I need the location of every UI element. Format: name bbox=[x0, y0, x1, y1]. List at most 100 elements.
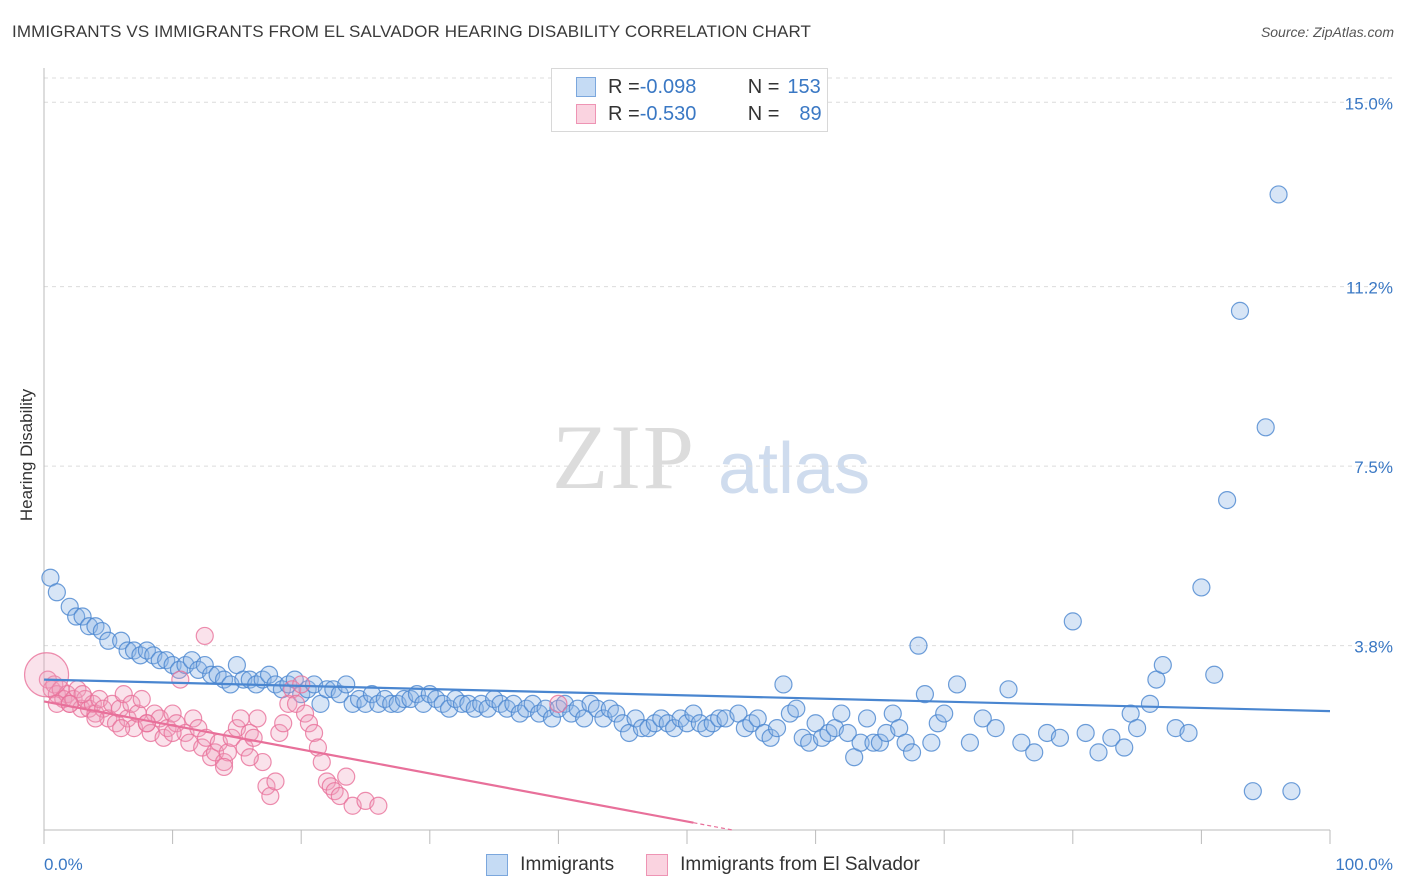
el-salvador-point bbox=[214, 757, 234, 777]
immigrants-point bbox=[909, 636, 928, 655]
immigrants-point bbox=[947, 675, 967, 694]
watermark-atlas: atlas bbox=[718, 429, 871, 509]
immigrants-point bbox=[710, 709, 729, 728]
immigrants-point bbox=[587, 699, 607, 718]
immigrants-point bbox=[857, 709, 877, 728]
chart-title: IMMIGRANTS VS IMMIGRANTS FROM EL SALVADO… bbox=[12, 22, 812, 41]
el-salvador-point bbox=[325, 782, 344, 801]
el-salvador-point bbox=[299, 714, 319, 733]
immigrants-point bbox=[999, 680, 1018, 699]
immigrants-point bbox=[838, 723, 857, 743]
el-salvador-point bbox=[214, 752, 234, 772]
el-salvador-point bbox=[154, 728, 173, 747]
r-value: -0.098 bbox=[639, 75, 697, 98]
el-salvador-point bbox=[549, 694, 568, 713]
immigrants-point bbox=[47, 583, 66, 602]
immigrants-point bbox=[1115, 738, 1134, 757]
series-legend: Immigrants Immigrants from El Salvador bbox=[0, 852, 1406, 878]
immigrants-point bbox=[1025, 743, 1044, 762]
el-salvador-point bbox=[274, 714, 293, 733]
el-salvador-point bbox=[330, 786, 349, 806]
immigrants-point bbox=[92, 621, 111, 641]
el-salvador-trendline bbox=[43, 700, 694, 824]
el-salvador-point bbox=[184, 709, 203, 728]
el-salvador-point bbox=[163, 704, 182, 723]
immigrants-point bbox=[60, 597, 79, 616]
immigrants-point bbox=[1269, 185, 1288, 204]
n-label: N = bbox=[747, 75, 780, 98]
el-salvador-point bbox=[270, 723, 289, 743]
immigrants-point bbox=[99, 631, 118, 650]
el-salvador-point bbox=[60, 694, 79, 713]
legend-swatch-el-salvador bbox=[646, 854, 669, 876]
el-salvador-point bbox=[248, 709, 267, 728]
el-salvador-point bbox=[171, 670, 190, 689]
legend-swatch-immigrants bbox=[486, 854, 509, 876]
immigrants-point bbox=[67, 607, 86, 626]
immigrants-point bbox=[1192, 578, 1211, 597]
immigrants-point bbox=[935, 704, 954, 723]
immigrants-point bbox=[259, 665, 279, 684]
immigrants-point bbox=[112, 631, 131, 650]
immigrants-point bbox=[1127, 719, 1147, 738]
r-label: R = bbox=[608, 102, 640, 125]
y-tick-label: 11.2% bbox=[1346, 279, 1393, 298]
immigrants-point bbox=[928, 714, 947, 733]
immigrants-point bbox=[195, 655, 214, 675]
el-salvador-point bbox=[304, 723, 324, 743]
legend-item-immigrants[interactable]: Immigrants bbox=[486, 854, 614, 876]
el-salvador-point bbox=[110, 699, 129, 718]
el-salvador-point bbox=[266, 772, 285, 791]
n-label: N = bbox=[747, 102, 780, 125]
el-salvador-point bbox=[337, 767, 356, 786]
immigrants-point bbox=[1063, 612, 1082, 631]
x-tick-label: 100.0% bbox=[1335, 855, 1393, 874]
y-tick-label: 15.0% bbox=[1345, 94, 1393, 113]
immigrants-point bbox=[774, 675, 793, 694]
el-salvador-point bbox=[86, 709, 105, 728]
immigrants-point bbox=[787, 699, 806, 718]
el-salvador-point bbox=[295, 704, 315, 723]
legend-row-el-salvador: R = -0.530 N = 89 bbox=[576, 102, 822, 126]
immigrants-point bbox=[922, 733, 941, 752]
source-note: Source: ZipAtlas.com bbox=[1260, 24, 1394, 40]
immigrants-point bbox=[1012, 733, 1031, 752]
n-value: 89 bbox=[799, 102, 822, 125]
immigrants-trendline bbox=[43, 678, 1331, 713]
immigrants-point bbox=[73, 607, 92, 626]
immigrants-point bbox=[1153, 655, 1172, 675]
immigrants-point bbox=[1089, 743, 1108, 762]
immigrants-point bbox=[902, 743, 922, 762]
r-label: R = bbox=[608, 75, 640, 98]
immigrants-point bbox=[626, 709, 645, 728]
immigrants-point bbox=[607, 704, 626, 723]
el-salvador-point bbox=[112, 719, 131, 738]
y-tick-label: 3.8% bbox=[1354, 638, 1393, 657]
immigrants-point bbox=[677, 714, 697, 733]
immigrants-point bbox=[896, 733, 915, 752]
immigrants-point bbox=[1218, 490, 1237, 510]
el-salvador-point bbox=[73, 685, 92, 704]
immigrants-point bbox=[1076, 723, 1095, 743]
immigrants-point bbox=[915, 685, 935, 704]
immigrants-point bbox=[337, 675, 356, 694]
legend-swatch-pink bbox=[576, 104, 596, 124]
el-salvador-point bbox=[122, 694, 141, 713]
legend-label-immigrants: Immigrants bbox=[520, 854, 615, 875]
legend-label-el-salvador: Immigrants from El Salvador bbox=[680, 854, 920, 875]
el-salvador-point bbox=[23, 652, 70, 698]
el-salvador-point bbox=[257, 777, 276, 796]
immigrants-point bbox=[832, 704, 851, 723]
legend-row-immigrants: R = -0.098 N = 153 bbox=[576, 75, 821, 99]
el-salvador-point bbox=[312, 752, 331, 772]
immigrants-point bbox=[1205, 665, 1224, 684]
immigrants-point bbox=[973, 709, 992, 728]
immigrants-point bbox=[1179, 723, 1198, 743]
immigrants-point bbox=[684, 704, 703, 723]
n-value: 153 bbox=[787, 75, 821, 98]
legend-item-el-salvador[interactable]: Immigrants from El Salvador bbox=[646, 854, 920, 876]
el-salvador-point bbox=[244, 728, 263, 747]
immigrants-point bbox=[330, 685, 349, 704]
el-salvador-point bbox=[231, 709, 250, 728]
